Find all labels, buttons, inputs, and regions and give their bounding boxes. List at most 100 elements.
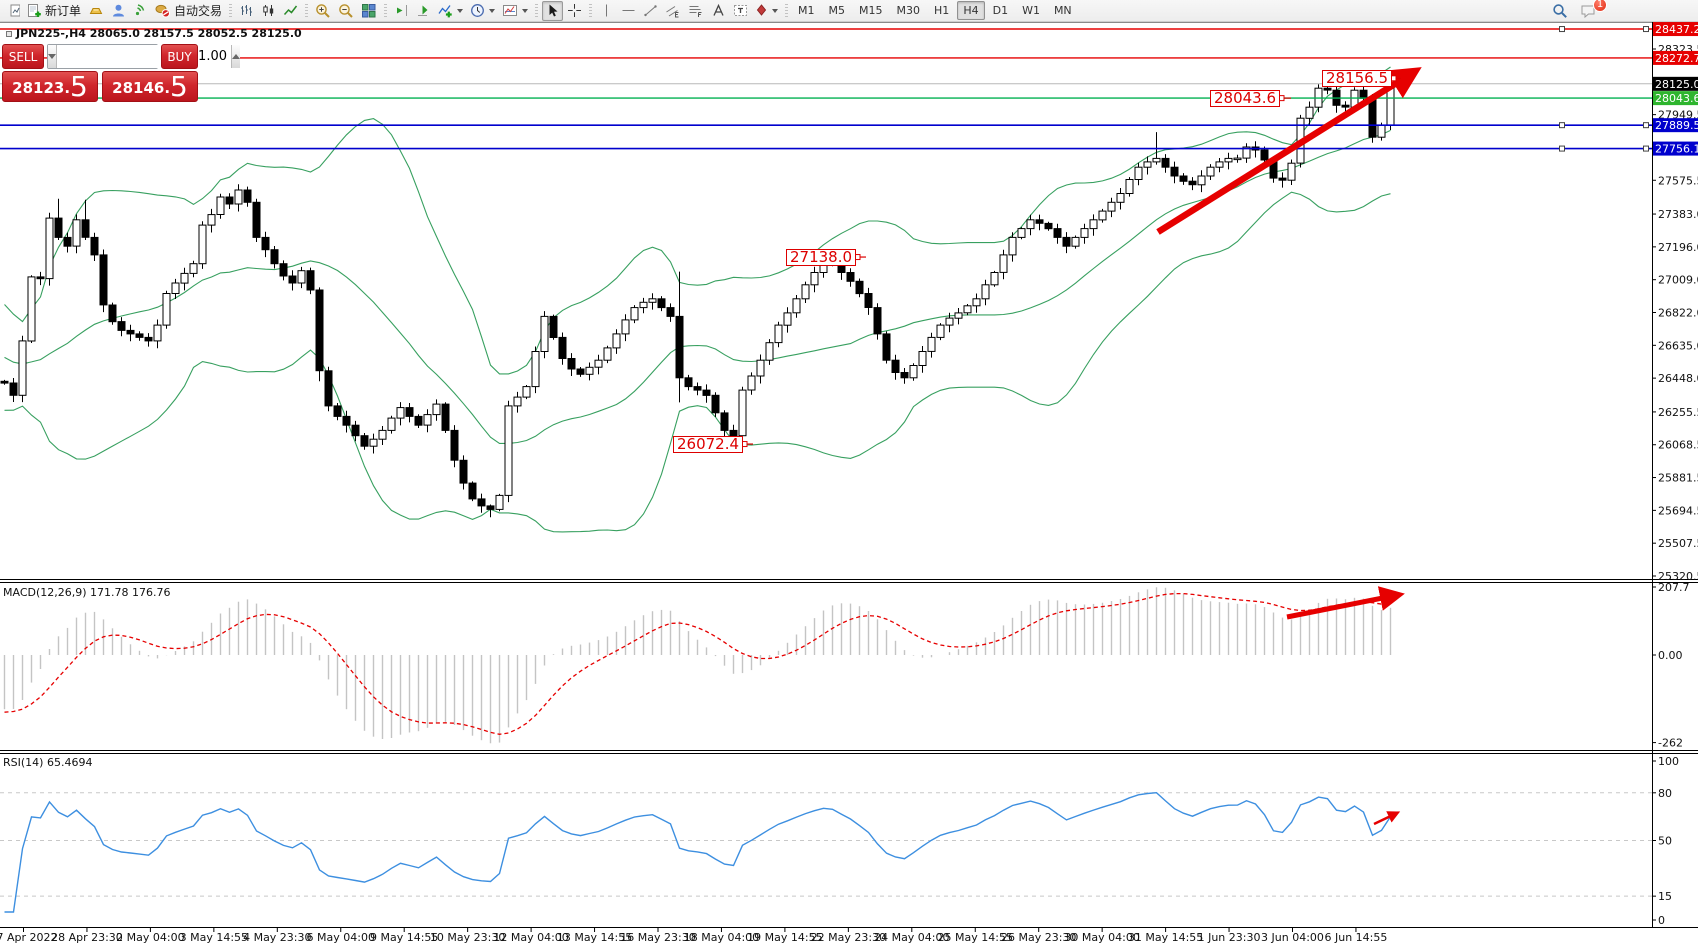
svg-text:25 May 14:55: 25 May 14:55 bbox=[938, 931, 1013, 944]
trendline-icon bbox=[644, 5, 657, 17]
svg-text:26068.5: 26068.5 bbox=[1658, 439, 1698, 452]
indicators-button[interactable] bbox=[435, 1, 466, 21]
caret-up-icon bbox=[232, 54, 240, 59]
svg-text:0.00: 0.00 bbox=[1658, 649, 1683, 662]
svg-text:27756.1: 27756.1 bbox=[1655, 143, 1698, 156]
text-label-button[interactable] bbox=[730, 1, 751, 21]
timeframe-mn-button[interactable]: MN bbox=[1053, 4, 1072, 17]
periods-dropdown-caret[interactable] bbox=[489, 8, 496, 13]
signals-button[interactable] bbox=[130, 1, 151, 21]
svg-text:28437.2: 28437.2 bbox=[1655, 23, 1698, 36]
svg-text:27196.0: 27196.0 bbox=[1658, 241, 1698, 254]
arrows-shapes-icon bbox=[756, 4, 767, 16]
autotrading-button[interactable]: 自动交易 bbox=[152, 1, 225, 21]
macd-label: MACD(12,26,9) 171.78 176.76 bbox=[3, 586, 171, 599]
svg-text:25320.5: 25320.5 bbox=[1658, 570, 1698, 583]
svg-text:12 May 04:00: 12 May 04:00 bbox=[493, 931, 568, 944]
svg-text:15: 15 bbox=[1658, 890, 1672, 903]
one-click-trading-widget: SELL BUY 28123.5 28146.5 bbox=[2, 44, 240, 102]
toolbar-grip bbox=[305, 3, 309, 18]
arrows-button[interactable] bbox=[752, 1, 781, 21]
sell-price-frac: 5 bbox=[70, 70, 88, 103]
vertical-line-button[interactable] bbox=[596, 1, 617, 21]
chart-canvas[interactable]: 28323.527949.527575.527383.027196.027009… bbox=[0, 22, 1698, 945]
sell-price-display[interactable]: 28123. 5 bbox=[2, 71, 98, 102]
indicators-dropdown-caret[interactable] bbox=[457, 8, 464, 13]
svg-text:26635.0: 26635.0 bbox=[1658, 339, 1698, 352]
timeframe-m30-button[interactable]: M30 bbox=[896, 4, 921, 17]
timeframe-bar: M1 M5 M15 M30 H1 H4 D1 W1 MN bbox=[792, 1, 1078, 20]
svg-text:22 May 23:30: 22 May 23:30 bbox=[811, 931, 886, 944]
periods-button[interactable] bbox=[467, 1, 498, 21]
svg-text:9 May 14:55: 9 May 14:55 bbox=[370, 931, 438, 944]
zoom-in-icon bbox=[316, 3, 330, 18]
caret-down-icon bbox=[48, 54, 56, 59]
timeframe-h4-button[interactable]: H4 bbox=[957, 1, 985, 20]
svg-text:-262: -262 bbox=[1658, 737, 1683, 750]
price-annotation[interactable]: 27138.0 bbox=[786, 248, 857, 266]
templates-icon bbox=[503, 5, 518, 16]
symbol-info-text: JPN225-,H4 28065.0 28157.5 28052.5 28125… bbox=[16, 27, 302, 40]
price-annotation[interactable]: 28043.6 bbox=[1210, 89, 1281, 107]
buy-price-display[interactable]: 28146. 5 bbox=[102, 71, 198, 102]
trendline-button[interactable] bbox=[640, 1, 661, 21]
new-order-label: 新订单 bbox=[45, 4, 82, 18]
chart-shift-icon bbox=[397, 5, 408, 16]
toolbar-grip bbox=[384, 3, 388, 18]
tile-windows-button[interactable] bbox=[358, 1, 380, 21]
volume-input[interactable] bbox=[57, 45, 231, 68]
toolbar-grip bbox=[535, 3, 539, 18]
symbol-info[interactable]: JPN225-,H4 28065.0 28157.5 28052.5 28125… bbox=[6, 27, 302, 40]
svg-text:27383.0: 27383.0 bbox=[1658, 208, 1698, 221]
channel-button[interactable] bbox=[662, 1, 684, 21]
bar-chart-button[interactable] bbox=[236, 1, 257, 21]
timeframe-m1-button[interactable]: M1 bbox=[798, 4, 815, 17]
horizontal-line-button[interactable] bbox=[618, 1, 639, 21]
price-annotation[interactable]: 26072.4 bbox=[673, 435, 744, 453]
timeframe-m15-button[interactable]: M15 bbox=[859, 4, 883, 17]
text-button[interactable] bbox=[708, 1, 729, 21]
volume-increase-button[interactable] bbox=[231, 45, 240, 68]
autotrading-icon bbox=[155, 4, 171, 18]
timeframe-d1-button[interactable]: D1 bbox=[992, 4, 1009, 17]
templates-dropdown-caret[interactable] bbox=[522, 8, 529, 13]
cursor-icon bbox=[549, 4, 558, 17]
search-icon bbox=[1553, 3, 1567, 18]
price-annotation[interactable]: 28156.5 bbox=[1322, 69, 1393, 87]
fibonacci-icon bbox=[689, 6, 702, 17]
signals-icon bbox=[135, 4, 145, 16]
svg-text:2 May 04:00: 2 May 04:00 bbox=[116, 931, 184, 944]
timeframe-m5-button[interactable]: M5 bbox=[828, 4, 846, 17]
svg-text:25507.5: 25507.5 bbox=[1658, 537, 1698, 550]
community-button[interactable] bbox=[108, 1, 129, 21]
candle-chart-button[interactable] bbox=[258, 1, 279, 21]
svg-text:28125.0: 28125.0 bbox=[1655, 78, 1698, 91]
svg-text:27889.5: 27889.5 bbox=[1655, 119, 1698, 132]
templates-button[interactable] bbox=[499, 1, 531, 21]
auto-scroll-button[interactable] bbox=[413, 1, 434, 21]
new-order-button[interactable]: 新订单 bbox=[24, 1, 84, 21]
sell-button[interactable]: SELL bbox=[2, 44, 44, 69]
crosshair-button[interactable] bbox=[564, 1, 585, 21]
search-button[interactable] bbox=[1549, 1, 1571, 21]
line-chart-button[interactable] bbox=[280, 1, 301, 21]
svg-text:27575.5: 27575.5 bbox=[1658, 174, 1698, 187]
timeframe-w1-button[interactable]: W1 bbox=[1022, 4, 1040, 17]
timeframe-h1-button[interactable]: H1 bbox=[934, 4, 950, 17]
fibonacci-button[interactable] bbox=[685, 1, 707, 21]
cursor-button[interactable] bbox=[542, 0, 564, 21]
buy-price-main: 28146 bbox=[112, 79, 165, 97]
gold-ingot-button[interactable] bbox=[85, 1, 107, 21]
volume-decrease-button[interactable] bbox=[48, 45, 57, 68]
horizontal-line-icon bbox=[622, 10, 635, 11]
arrows-dropdown-caret[interactable] bbox=[772, 8, 779, 13]
chart-shift-button[interactable] bbox=[391, 1, 412, 21]
clipped-icon[interactable] bbox=[2, 1, 23, 21]
zoom-out-button[interactable] bbox=[335, 1, 357, 21]
text-a-icon bbox=[713, 3, 724, 16]
notifications-button[interactable]: 1 bbox=[1577, 0, 1607, 21]
zoom-in-button[interactable] bbox=[312, 1, 334, 21]
buy-button[interactable]: BUY bbox=[161, 44, 198, 69]
toolbar-grip bbox=[589, 3, 593, 18]
volume-stepper bbox=[47, 44, 240, 69]
